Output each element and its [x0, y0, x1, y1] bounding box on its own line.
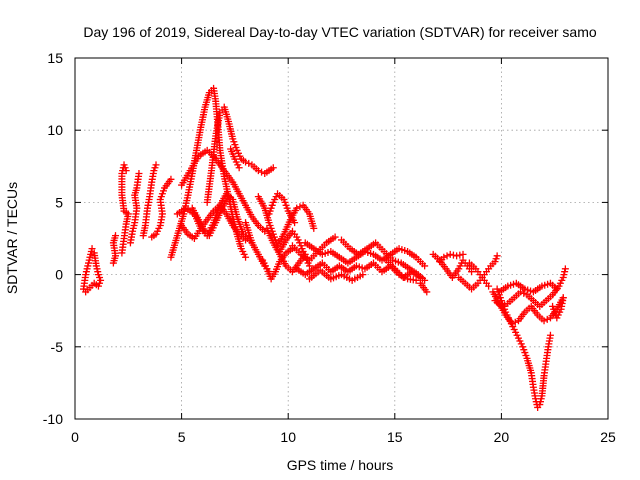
- data-point: [225, 193, 233, 201]
- data-point: [508, 320, 516, 328]
- data-point: [421, 262, 429, 270]
- x-tick-label: 10: [280, 429, 296, 445]
- data-point: [456, 251, 464, 259]
- data-point: [235, 164, 243, 172]
- y-tick-label: 10: [47, 122, 63, 138]
- y-axis-title: SDTVAR / TECUs: [4, 182, 20, 294]
- x-tick-label: 5: [178, 429, 186, 445]
- data-point: [559, 294, 567, 302]
- data-point: [540, 317, 548, 325]
- data-point: [449, 251, 457, 259]
- data-point: [245, 159, 253, 167]
- data-point: [82, 288, 90, 296]
- data-point: [443, 252, 451, 260]
- data-point: [167, 175, 175, 183]
- data-point: [423, 288, 431, 296]
- axis-ticks: 0 5 10 15 20 25 -10 -5 0 5 10 15: [43, 50, 616, 445]
- data-point: [501, 301, 509, 309]
- data-point: [446, 250, 454, 258]
- data-point: [359, 271, 367, 279]
- y-tick-label: 15: [47, 50, 63, 66]
- x-tick-label: 25: [600, 429, 616, 445]
- data-point: [310, 224, 318, 232]
- data-point: [242, 158, 250, 166]
- data-point: [152, 161, 160, 169]
- data-point: [269, 164, 277, 172]
- data-point: [421, 276, 429, 284]
- data-point: [511, 318, 519, 326]
- data-point: [135, 170, 143, 178]
- plot-frame: [74, 57, 609, 420]
- chart-title: Day 196 of 2019, Sidereal Day-to-day VTE…: [83, 24, 596, 40]
- data-point: [88, 245, 96, 253]
- data-point: [331, 233, 339, 241]
- data-point: [497, 302, 505, 310]
- data-point: [293, 204, 301, 212]
- data-point: [485, 282, 493, 290]
- y-tick-label: -5: [51, 339, 64, 355]
- data-point: [254, 167, 262, 175]
- x-tick-label: 0: [71, 429, 79, 445]
- data-point: [453, 252, 461, 260]
- y-tick-label: 0: [55, 267, 63, 283]
- data-point: [296, 203, 304, 211]
- data-point: [440, 253, 448, 261]
- data-point: [493, 252, 501, 260]
- data-point: [122, 167, 130, 175]
- data-point: [242, 253, 250, 261]
- data-point: [520, 289, 528, 297]
- data-point: [546, 331, 554, 339]
- x-axis-title: GPS time / hours: [287, 457, 394, 473]
- y-tick-label: 5: [55, 194, 63, 210]
- data-point: [543, 315, 551, 323]
- y-tick-label: -10: [43, 411, 63, 427]
- data-point: [553, 285, 561, 293]
- x-tick-label: 20: [494, 429, 510, 445]
- data-point: [291, 219, 299, 227]
- data-point: [468, 268, 476, 276]
- data-point: [112, 232, 120, 240]
- data-point: [561, 265, 569, 273]
- x-tick-label: 15: [387, 429, 403, 445]
- data-point: [459, 250, 467, 258]
- data-points: [80, 84, 569, 411]
